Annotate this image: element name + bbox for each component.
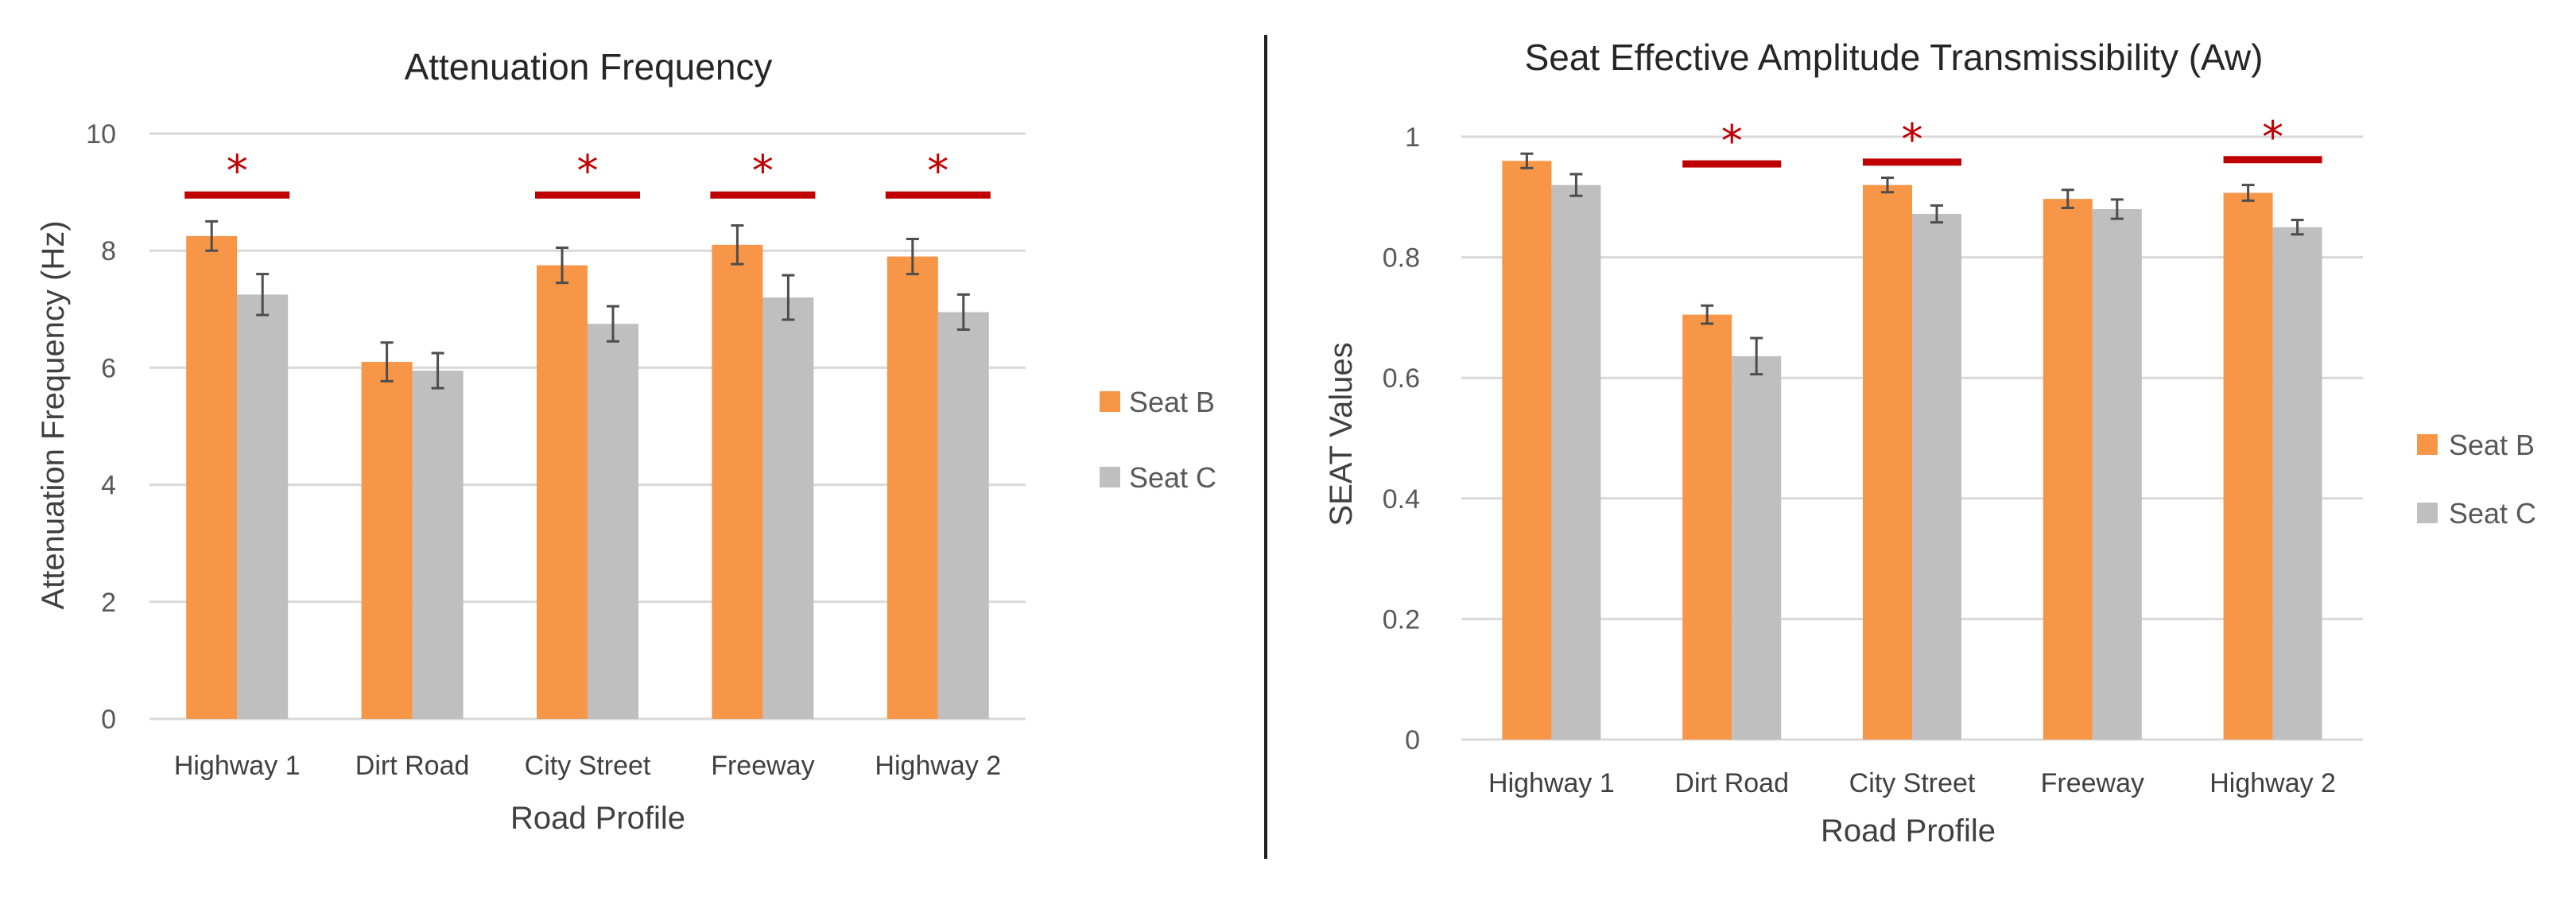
category-label: City Street — [525, 751, 651, 781]
bar-seat-b — [2043, 199, 2093, 740]
category-label: Freeway — [2041, 768, 2144, 798]
category-label: Dirt Road — [1674, 768, 1789, 798]
y-tick-label: 2 — [101, 588, 116, 618]
bars — [1502, 161, 2322, 740]
legend-swatch-seat-b — [1100, 391, 1120, 412]
y-tick-label: 6 — [101, 353, 116, 383]
y-tick-label: 0.4 — [1383, 484, 1420, 515]
legend-label-seat-c: Seat C — [1129, 461, 1216, 494]
y-tick-label: 0.2 — [1383, 604, 1420, 635]
bar-seat-b — [886, 256, 938, 719]
legend-label-seat-b: Seat B — [2449, 429, 2535, 461]
y-tick-label: 10 — [86, 119, 116, 150]
significance-star: * — [927, 146, 949, 196]
category-label: Dirt Road — [355, 751, 470, 781]
bar-seat-b — [1863, 184, 1912, 740]
significance-star: * — [577, 146, 599, 196]
x-axis-title: Road Profile — [1821, 814, 1996, 848]
y-tick-labels: 0 2 4 6 8 10 — [86, 119, 116, 735]
y-tick-label: 0.6 — [1383, 363, 1420, 394]
bar-seat-c — [2272, 227, 2322, 740]
bar-seat-c — [937, 312, 989, 719]
bar-seat-c — [1551, 184, 1601, 740]
category-label: Freeway — [711, 751, 814, 781]
y-tick-label: 8 — [101, 236, 116, 266]
error-bars — [1520, 152, 2304, 376]
legend: Seat B Seat C — [1100, 386, 1216, 494]
y-tick-label: 0 — [1405, 725, 1420, 755]
legend-swatch-seat-c — [1100, 467, 1120, 487]
category-label: Highway 2 — [875, 751, 1001, 781]
bar-seat-c — [237, 294, 289, 719]
bar-seat-b — [361, 362, 413, 719]
significance-star: * — [1721, 116, 1743, 166]
bar-seat-b — [537, 265, 588, 720]
category-label: Highway 1 — [1488, 768, 1615, 798]
chart-title: Attenuation Frequency — [405, 46, 773, 87]
y-axis-title: SEAT Values — [1324, 342, 1359, 526]
category-labels: Highway 1 Dirt Road City Street Freeway High… — [174, 751, 1001, 781]
bar-seat-c — [2092, 208, 2142, 740]
bar-seat-b — [2223, 192, 2273, 740]
error-bars — [205, 219, 970, 390]
legend-swatch-seat-c — [2417, 503, 2438, 523]
significance-star: * — [752, 146, 774, 196]
y-tick-label: 4 — [101, 471, 116, 501]
significance-star: * — [1902, 115, 1923, 165]
legend-label-seat-b: Seat B — [1129, 386, 1215, 418]
bar-seat-c — [1732, 355, 1782, 740]
y-tick-label: 0 — [101, 705, 116, 735]
category-label: Highway 2 — [2209, 768, 2336, 798]
category-label: Highway 1 — [174, 751, 301, 781]
chart-title: Seat Effective Amplitude Transmissibilit… — [1525, 37, 2264, 78]
bar-seat-b — [186, 235, 238, 719]
legend-swatch-seat-b — [2417, 434, 2438, 455]
bar-seat-c — [1912, 214, 1961, 740]
seat-transmissibility-chart: Seat Effective Amplitude Transmissibilit… — [1324, 37, 2536, 848]
attenuation-frequency-chart: Attenuation Frequency Attenuation Freque… — [36, 46, 1216, 836]
bar-seat-b — [1682, 314, 1732, 740]
significance-markers: * * * * — [184, 146, 991, 199]
bar-seat-c — [762, 297, 814, 720]
significance-star: * — [2262, 112, 2283, 162]
y-tick-labels: 0 0.2 0.4 0.6 0.8 1 — [1383, 122, 1420, 755]
bar-seat-c — [412, 371, 464, 719]
category-labels: Highway 1 Dirt Road City Street Freeway High… — [1488, 768, 2336, 798]
bar-seat-b — [712, 244, 763, 720]
legend-label-seat-c: Seat C — [2449, 497, 2536, 530]
significance-star: * — [227, 146, 248, 196]
y-tick-label: 0.8 — [1383, 243, 1420, 274]
category-label: City Street — [1849, 768, 1976, 798]
significance-markers: * * * — [1682, 112, 2322, 168]
legend: Seat B Seat C — [2417, 429, 2536, 530]
bar-seat-c — [588, 324, 638, 719]
bars — [186, 235, 989, 720]
x-axis-title: Road Profile — [510, 801, 685, 836]
y-axis-title: Attenuation Frequency (Hz) — [36, 220, 71, 609]
bar-seat-b — [1502, 161, 1552, 740]
y-tick-label: 1 — [1405, 122, 1420, 153]
